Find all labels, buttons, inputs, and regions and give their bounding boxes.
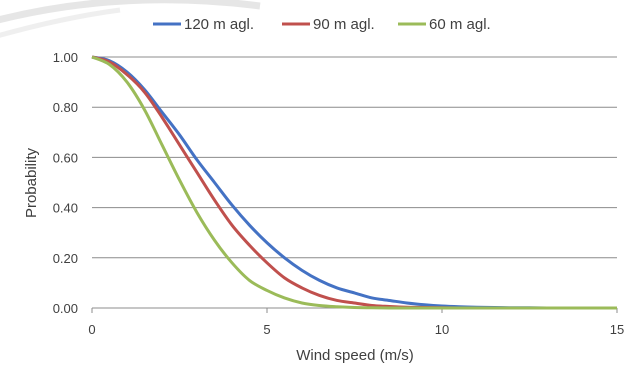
series-line-2 [91, 55, 617, 310]
x-tick-label: 10 [435, 322, 449, 337]
y-tick-label: 1.00 [53, 50, 78, 65]
x-tick-label: 5 [263, 322, 270, 337]
y-tick-label: 0.20 [53, 251, 78, 266]
x-tick-labels: 0 5 10 15 [88, 322, 624, 337]
y-tick-label: 0.00 [53, 301, 78, 316]
legend-label-3: 60 m agl. [429, 16, 491, 33]
y-tick-label: 0.80 [53, 100, 78, 115]
legend-label-1: 120 m agl. [184, 16, 254, 33]
series-line-3 [91, 55, 617, 310]
x-tick-label: 15 [610, 322, 624, 337]
grid-lines [92, 56, 617, 259]
series-lines [91, 55, 617, 310]
legend-label-2: 90 m agl. [313, 16, 375, 33]
y-tick-label: 0.40 [53, 201, 78, 216]
series-line-1 [91, 55, 617, 310]
x-axis-title: Wind speed (m/s) [296, 347, 414, 364]
y-axis-title: Probability [23, 147, 40, 218]
legend: 120 m agl. 90 m agl. 60 m agl. [153, 16, 491, 33]
y-tick-label: 0.60 [53, 150, 78, 165]
y-tick-labels: 0.00 0.20 0.40 0.60 0.80 1.00 [53, 50, 78, 316]
x-tick-label: 0 [88, 322, 95, 337]
